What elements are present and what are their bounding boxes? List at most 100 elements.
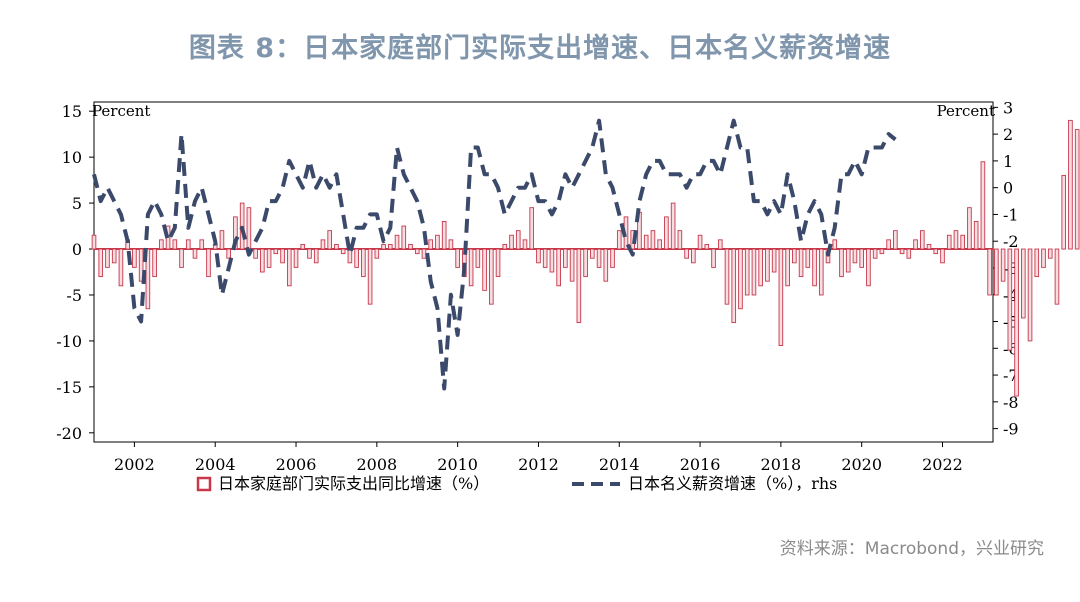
expenditure-bar (852, 248, 858, 264)
x-axis-tick-label: 2004 (195, 455, 236, 474)
expenditure-bar (798, 248, 804, 278)
expenditure-bar (455, 248, 460, 268)
expenditure-bar (536, 248, 541, 264)
legend-bar-swatch (196, 476, 212, 492)
plot-frame (93, 101, 994, 443)
expenditure-bar (610, 248, 615, 268)
right-axis-tick-label: -8 (1003, 393, 1019, 412)
expenditure-bar (1047, 248, 1053, 259)
expenditure-bar (495, 248, 501, 278)
expenditure-bar (435, 234, 440, 250)
expenditure-bar (441, 221, 447, 250)
expenditure-bar (778, 248, 784, 346)
expenditure-bar (758, 248, 763, 287)
expenditure-bar (933, 248, 939, 255)
expenditure-bar (340, 248, 346, 255)
expenditure-bar (549, 248, 555, 273)
expenditure-bar (118, 248, 124, 287)
expenditure-bar (111, 248, 117, 264)
expenditure-bar (159, 239, 164, 250)
expenditure-bar (192, 248, 198, 259)
expenditure-bar (381, 243, 386, 250)
expenditure-bar (717, 239, 723, 250)
expenditure-bar (320, 239, 326, 250)
expenditure-bar (940, 248, 945, 264)
expenditure-bar (643, 234, 649, 250)
expenditure-bar (603, 248, 609, 282)
expenditure-bar (967, 207, 972, 250)
left-axis-tick-label: -5 (66, 286, 82, 305)
expenditure-bar (845, 248, 851, 273)
expenditure-bar (529, 207, 535, 250)
expenditure-bar (313, 248, 319, 264)
expenditure-bar (946, 234, 952, 250)
expenditure-bar (1074, 129, 1080, 250)
right-axis-tick-label: 2 (1003, 125, 1013, 144)
expenditure-bar (711, 248, 716, 268)
x-axis-tick-label: 2012 (518, 455, 559, 474)
expenditure-bar (893, 230, 898, 250)
expenditure-bar (953, 230, 959, 250)
expenditure-bar (199, 239, 205, 250)
expenditure-bar (185, 239, 191, 250)
expenditure-bar (684, 248, 689, 259)
expenditure-bar (805, 248, 811, 268)
expenditure-bar (771, 248, 777, 273)
left-axis-tick-label: -15 (56, 378, 82, 397)
expenditure-bar (509, 234, 514, 250)
expenditure-bar (724, 248, 730, 305)
right-axis-tick-label: -9 (1003, 420, 1019, 439)
expenditure-bar (1034, 248, 1040, 278)
left-axis-unit: Percent (92, 102, 150, 120)
expenditure-bar (583, 248, 588, 278)
expenditure-bar (913, 239, 918, 250)
expenditure-bar (286, 248, 292, 287)
source-note: 资料来源：Macrobond，兴业研究 (779, 539, 1044, 559)
expenditure-bar (872, 248, 878, 259)
x-axis-tick-label: 2006 (276, 455, 317, 474)
x-axis-tick-label: 2016 (680, 455, 721, 474)
expenditure-bar (266, 248, 272, 268)
wage-growth-line (92, 118, 897, 391)
expenditure-bar (414, 248, 420, 255)
expenditure-bar (697, 234, 703, 250)
legend-line-label: 日本名义薪资增速（%），rhs (628, 474, 837, 493)
expenditure-bar (616, 230, 622, 250)
expenditure-bar (596, 248, 602, 268)
expenditure-bar (677, 230, 683, 250)
right-axis-tick-label: 3 (1003, 98, 1013, 117)
expenditure-bar (812, 248, 817, 287)
expenditure-bar (401, 225, 407, 250)
expenditure-bar (886, 239, 891, 250)
expenditure-bar (253, 248, 258, 259)
right-axis-unit: Percent (937, 102, 995, 120)
expenditure-bar (1021, 248, 1026, 319)
expenditure-bar (657, 239, 662, 250)
expenditure-bar (219, 230, 225, 250)
expenditure-bar (179, 248, 184, 268)
expenditure-bar (785, 248, 790, 287)
expenditure-bar (354, 248, 359, 268)
expenditure-bar (273, 248, 279, 255)
expenditure-bar (1000, 248, 1006, 282)
left-axis-tick-label: -10 (56, 332, 82, 351)
expenditure-bar (1027, 248, 1033, 342)
expenditure-bar (502, 243, 508, 250)
expenditure-bar (489, 248, 494, 305)
left-axis-tick-label: 0 (72, 240, 82, 259)
right-axis-tick-label: -2 (1003, 232, 1019, 251)
expenditure-bar (1061, 175, 1067, 250)
left-axis-tick-label: 10 (62, 148, 82, 167)
expenditure-bar (650, 230, 656, 250)
expenditure-bar (899, 248, 905, 255)
legend-bar-label: 日本家庭部门实际支出同比增速（%） (218, 474, 489, 493)
left-axis-tick-label: 5 (72, 194, 82, 213)
chart-title: 图表 8：日本家庭部门实际支出增速、日本名义薪资增速 (188, 33, 892, 64)
expenditure-bar (569, 248, 575, 282)
expenditure-bar (987, 248, 992, 296)
expenditure-bar (226, 248, 231, 259)
expenditure-bar (448, 239, 454, 250)
expenditure-bar (91, 234, 97, 250)
expenditure-bar (664, 216, 669, 250)
